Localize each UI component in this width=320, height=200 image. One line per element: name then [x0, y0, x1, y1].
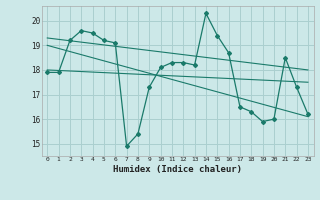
X-axis label: Humidex (Indice chaleur): Humidex (Indice chaleur) — [113, 165, 242, 174]
